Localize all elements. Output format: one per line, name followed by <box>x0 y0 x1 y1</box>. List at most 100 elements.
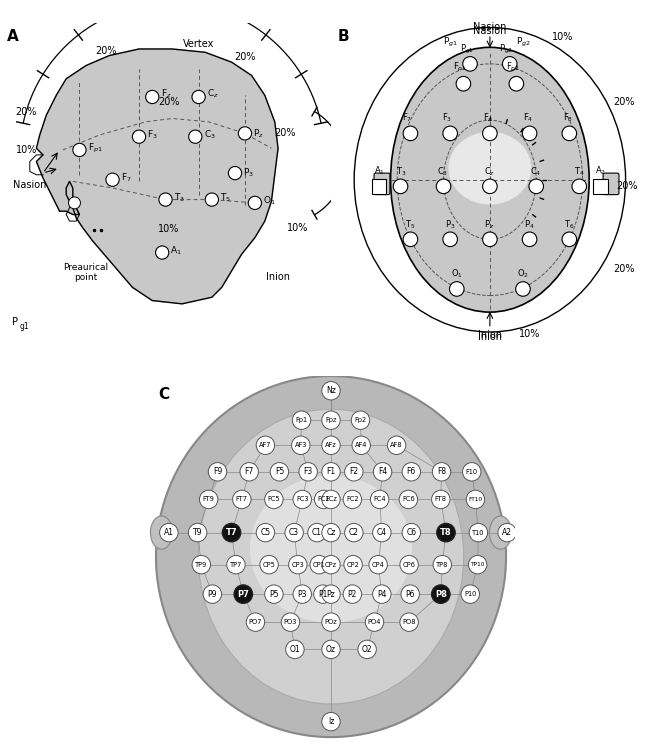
Circle shape <box>192 90 205 104</box>
Circle shape <box>132 130 146 144</box>
Text: $\mathrm{P}_{g2}$: $\mathrm{P}_{g2}$ <box>499 43 514 56</box>
Circle shape <box>562 232 577 247</box>
Text: C3: C3 <box>289 528 299 537</box>
Text: F5: F5 <box>275 467 284 476</box>
Text: $\mathrm{F}_{7}$: $\mathrm{F}_{7}$ <box>402 111 412 124</box>
Text: Inion: Inion <box>266 272 290 282</box>
Circle shape <box>256 523 275 541</box>
Text: CP1: CP1 <box>313 562 326 568</box>
FancyBboxPatch shape <box>374 173 390 195</box>
Text: $\mathrm{T}_{4}$: $\mathrm{T}_{4}$ <box>574 165 585 177</box>
Circle shape <box>322 556 340 574</box>
Text: $\mathrm{F}_{7}$: $\mathrm{F}_{7}$ <box>121 171 132 184</box>
Text: 10%: 10% <box>287 223 308 232</box>
Circle shape <box>285 523 303 541</box>
Text: $\mathrm{C}_{z}$: $\mathrm{C}_{z}$ <box>207 87 218 100</box>
Text: CP3: CP3 <box>291 562 305 568</box>
Text: P3: P3 <box>297 590 307 599</box>
Circle shape <box>293 490 311 508</box>
Text: PO3: PO3 <box>284 619 297 625</box>
Text: AFz: AFz <box>325 442 337 448</box>
Circle shape <box>483 232 497 247</box>
Circle shape <box>343 490 361 508</box>
Circle shape <box>369 556 387 574</box>
Circle shape <box>403 232 418 247</box>
Text: 20%: 20% <box>274 129 295 138</box>
Text: P6: P6 <box>405 590 415 599</box>
Circle shape <box>293 585 311 603</box>
Circle shape <box>322 585 340 603</box>
Circle shape <box>106 173 119 186</box>
Text: $\mathrm{F}_{z}$: $\mathrm{F}_{z}$ <box>161 87 171 100</box>
Ellipse shape <box>156 376 506 737</box>
Text: FC2: FC2 <box>346 496 359 502</box>
Text: TP10: TP10 <box>471 562 485 567</box>
Text: Pz: Pz <box>326 590 336 599</box>
Text: P: P <box>12 317 18 327</box>
Circle shape <box>209 462 226 481</box>
Circle shape <box>270 462 289 481</box>
Circle shape <box>234 585 252 603</box>
Circle shape <box>443 232 457 247</box>
Circle shape <box>469 523 488 541</box>
Text: $\mathrm{P}_{g2}$: $\mathrm{P}_{g2}$ <box>516 36 530 49</box>
Ellipse shape <box>489 516 512 549</box>
Circle shape <box>529 179 544 193</box>
Circle shape <box>352 436 371 454</box>
Text: C2: C2 <box>349 528 359 537</box>
Text: $\mathrm{T}_{3}$: $\mathrm{T}_{3}$ <box>173 192 185 205</box>
Ellipse shape <box>150 516 173 549</box>
FancyBboxPatch shape <box>372 179 387 193</box>
Text: FC1: FC1 <box>317 496 330 502</box>
Circle shape <box>256 436 275 454</box>
Text: $\mathrm{F}_{4}$: $\mathrm{F}_{4}$ <box>523 111 533 124</box>
Text: FC6: FC6 <box>402 496 414 502</box>
Text: T8: T8 <box>440 528 451 537</box>
Text: CP2: CP2 <box>347 562 359 568</box>
Circle shape <box>466 490 485 508</box>
Circle shape <box>232 490 251 508</box>
Text: $\mathrm{F}_{z}$: $\mathrm{F}_{z}$ <box>483 111 493 124</box>
Circle shape <box>192 556 211 574</box>
Circle shape <box>322 411 340 429</box>
Circle shape <box>437 523 455 541</box>
Text: B: B <box>338 29 350 44</box>
Text: $\mathrm{F}_{8}$: $\mathrm{F}_{8}$ <box>563 111 573 124</box>
Text: 20%: 20% <box>613 264 635 274</box>
Circle shape <box>572 179 587 193</box>
Circle shape <box>293 411 310 429</box>
Circle shape <box>403 126 418 141</box>
Text: A: A <box>7 29 19 44</box>
Circle shape <box>156 246 169 259</box>
Circle shape <box>432 585 450 603</box>
Ellipse shape <box>199 409 463 704</box>
Circle shape <box>502 56 517 71</box>
Text: $\mathrm{T}_{5}$: $\mathrm{T}_{5}$ <box>405 218 415 231</box>
Text: $\mathrm{O}_{2}$: $\mathrm{O}_{2}$ <box>517 268 528 280</box>
Text: $\mathrm{F}_{p1}$: $\mathrm{F}_{p1}$ <box>87 141 103 155</box>
Circle shape <box>393 179 408 193</box>
Circle shape <box>516 282 530 296</box>
Text: TP7: TP7 <box>230 562 242 568</box>
Circle shape <box>432 490 450 508</box>
Circle shape <box>199 490 218 508</box>
Text: $\mathrm{A}_{2}$: $\mathrm{A}_{2}$ <box>595 165 606 177</box>
Text: $\mathrm{A}_{1}$: $\mathrm{A}_{1}$ <box>171 244 182 257</box>
Text: 20%: 20% <box>616 181 638 191</box>
Ellipse shape <box>391 47 589 312</box>
Text: P2: P2 <box>348 590 357 599</box>
Text: P4: P4 <box>377 590 387 599</box>
Circle shape <box>322 712 340 731</box>
Circle shape <box>436 179 451 193</box>
Circle shape <box>463 56 477 71</box>
Ellipse shape <box>250 475 412 623</box>
Text: TP9: TP9 <box>195 562 207 568</box>
Circle shape <box>344 556 362 574</box>
Text: P7: P7 <box>238 590 249 599</box>
Circle shape <box>203 585 222 603</box>
Text: $\mathrm{P}_{3}$: $\mathrm{P}_{3}$ <box>244 167 254 180</box>
Circle shape <box>322 613 340 632</box>
Circle shape <box>400 613 418 632</box>
Text: 10%: 10% <box>158 224 179 235</box>
Circle shape <box>373 462 392 481</box>
